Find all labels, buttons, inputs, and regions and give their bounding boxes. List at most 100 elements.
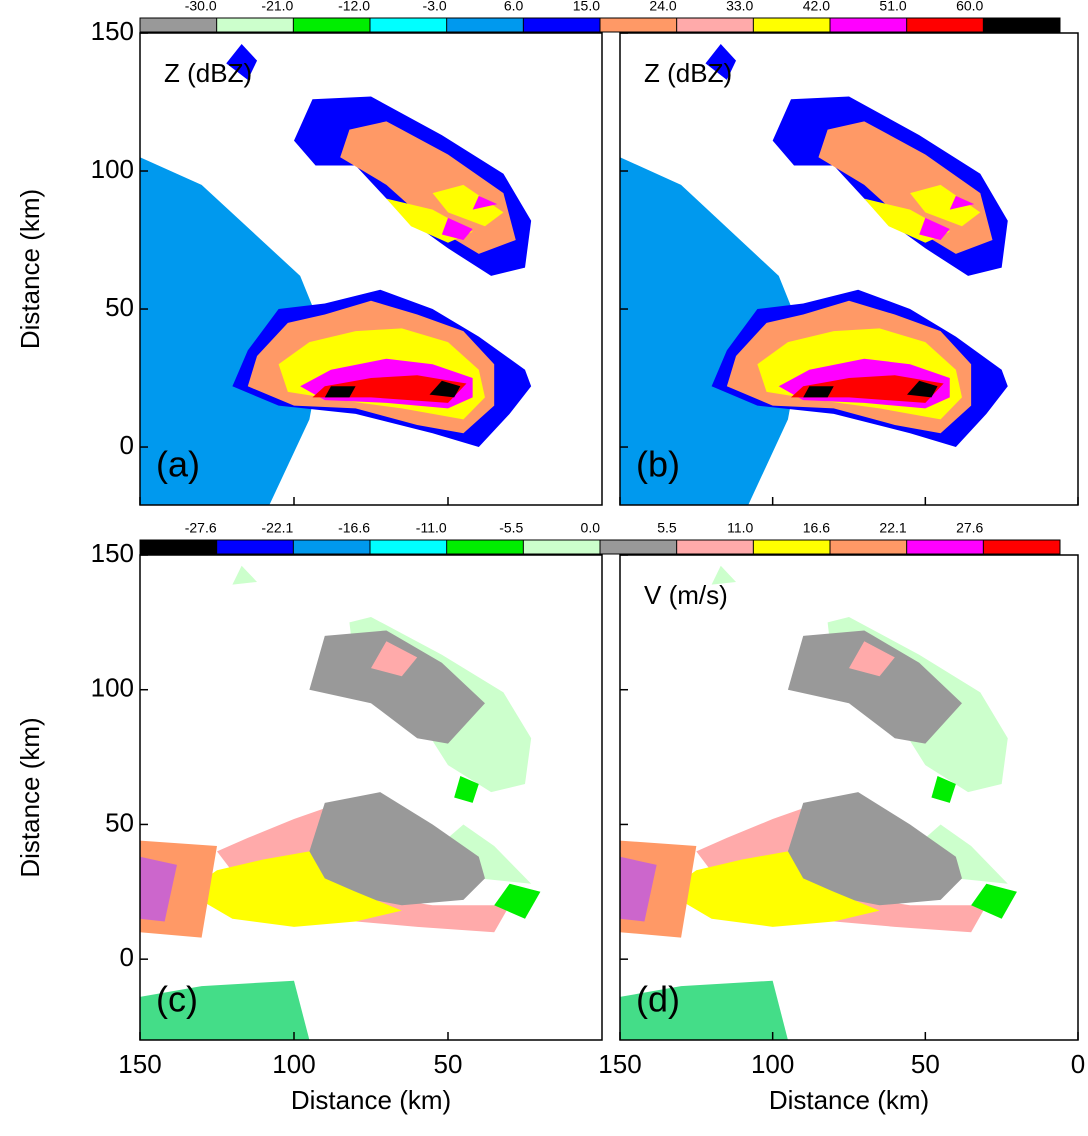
echo-region [448,824,532,884]
echo-region [312,375,467,403]
y-tick-label: 150 [91,16,134,46]
echo-region [620,980,788,1040]
echo-region [790,375,944,403]
colorbar-tick-label: 60.0 [956,0,983,14]
echo-region [309,792,485,906]
colorbar-swatch [753,540,830,554]
echo-region [919,217,950,241]
colorbar-tick-label: 6.0 [504,0,524,14]
echo-region [787,630,962,744]
colorbar-swatch [370,540,447,554]
y-tick-label: 0 [120,430,134,460]
echo-region [971,883,1017,919]
x-tick-label: 100 [751,1049,794,1079]
echo-region [140,856,177,922]
echo-region [472,195,498,210]
echo-region [787,792,962,906]
x-tick-label: 50 [911,1049,940,1079]
colorbar-swatch [523,18,600,32]
plot-frame [619,32,1079,506]
echo-region [931,775,956,803]
echo-region [441,217,473,241]
colorbar-swatch [830,18,907,32]
colorbar-tick-label: -5.5 [499,520,523,536]
echo-region [432,184,504,227]
radar-field [140,565,541,1040]
colorbar-swatch [446,540,524,554]
echo-region [803,386,834,398]
panel-title: Z (dBZ) [164,58,252,88]
echo-region [665,851,880,927]
colorbar-tick-label: -11.0 [416,520,447,536]
colorbar-swatch [216,540,294,554]
x-axis-label: Distance (km) [291,1085,451,1115]
colorbar-tick-label: 27.6 [956,520,983,536]
echo-region [429,380,461,398]
plot-frame [139,32,603,506]
echo-region [140,157,325,505]
colorbar-swatch [293,540,370,554]
colorbar-tick-label: 33.0 [726,0,753,14]
colorbar-swatch [906,18,984,32]
colorbar-swatch [370,18,447,32]
echo-region [620,856,657,922]
colorbar-tick-label: 5.5 [657,520,677,536]
colorbar-swatch [753,18,830,32]
echo-region [140,980,310,1040]
colorbar-swatch [600,540,677,554]
panel-title: Z (dBZ) [644,58,732,88]
echo-region [907,380,938,398]
colorbar-swatch [600,18,677,32]
colorbar-tick-label: 51.0 [879,0,906,14]
colorbar-tick-label: 16.6 [803,520,830,536]
colorbar-swatch [216,18,294,32]
y-tick-label: 100 [91,154,134,184]
panel-label: (a) [156,444,200,485]
colorbar-tick-label: 42.0 [803,0,830,14]
echo-region [494,883,541,919]
echo-region [949,195,975,210]
x-tick-label: 100 [272,1049,315,1079]
echo-region [371,641,418,677]
colorbar-tick-label: -30.0 [185,0,217,14]
echo-region [620,157,804,505]
colorbar-tick-label: -3.0 [423,0,447,14]
colorbar-tick-label: -16.6 [338,520,370,536]
y-axis-label: Distance (km) [15,189,45,349]
colorbar-swatch [446,18,524,32]
colorbar-swatch [140,18,217,32]
echo-region [849,641,895,677]
radar-field [620,44,1008,505]
colorbar-swatch [906,540,984,554]
colorbar-tick-label: 11.0 [727,520,753,536]
colorbar-tick-label: 24.0 [649,0,676,14]
radar-field [620,565,1017,1040]
colorbar-swatch [983,18,1060,32]
colorbar-tick-label: 22.1 [879,520,906,536]
y-axis-label: Distance (km) [15,717,45,877]
echo-region [705,44,737,80]
colorbar-tick-label: -22.1 [261,520,293,536]
panel-label: (d) [636,979,680,1020]
echo-region [232,565,258,585]
echo-region [925,824,1008,884]
plot-frame [619,554,1079,1041]
colorbar-swatch [523,540,600,554]
panel-title: V (m/s) [644,580,728,610]
x-tick-label: 0 [1071,1049,1085,1079]
x-axis-label: Distance (km) [769,1085,929,1115]
echo-region [226,44,258,80]
colorbar-tick-label: 15.0 [573,0,600,14]
panel-label: (b) [636,444,680,485]
echo-region [454,775,479,803]
y-tick-label: 0 [120,942,134,972]
echo-region [309,630,485,744]
colorbar-tick-label: -21.0 [261,0,293,14]
echo-region [711,565,737,585]
colorbar-swatch [830,540,907,554]
colorbar-swatch [983,540,1060,554]
echo-region [186,851,402,927]
radar-field [140,44,532,505]
colorbar-swatch [293,18,370,32]
